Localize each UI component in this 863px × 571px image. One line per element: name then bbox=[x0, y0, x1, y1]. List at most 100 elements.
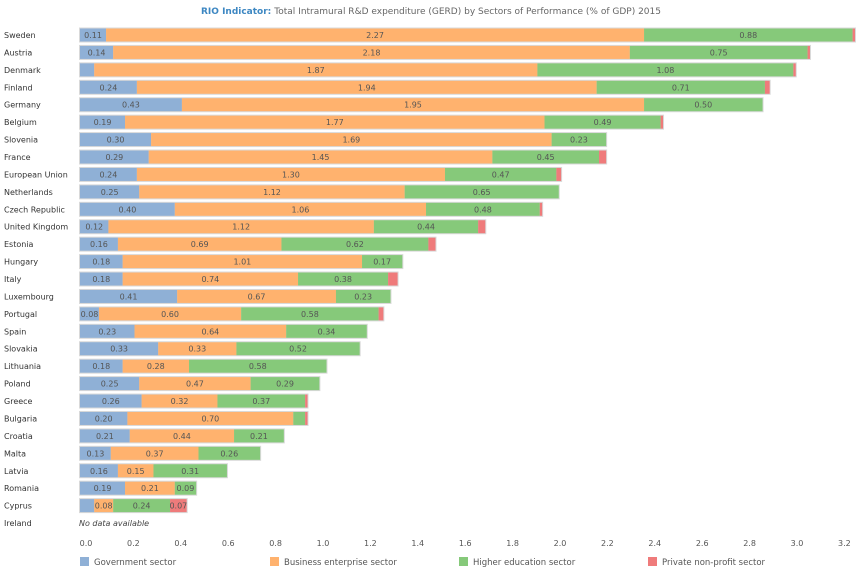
bar-segment[interactable] bbox=[80, 429, 130, 443]
bar-segment[interactable] bbox=[80, 28, 107, 42]
bar-segment[interactable] bbox=[373, 220, 479, 234]
bar-segment[interactable] bbox=[335, 289, 391, 303]
bar-segment[interactable] bbox=[158, 342, 237, 356]
bar-segment[interactable] bbox=[177, 289, 336, 303]
bar-segment[interactable] bbox=[108, 220, 374, 234]
bar-segment[interactable] bbox=[113, 45, 630, 59]
bar-segment[interactable] bbox=[122, 255, 363, 269]
bar-segment[interactable] bbox=[599, 150, 607, 164]
bar-segment[interactable] bbox=[94, 63, 538, 77]
bar-segment[interactable] bbox=[174, 481, 197, 495]
bar-segment[interactable] bbox=[80, 220, 109, 234]
bar-segment[interactable] bbox=[141, 394, 218, 408]
bar-segment[interactable] bbox=[106, 28, 645, 42]
bar-segment[interactable] bbox=[539, 202, 543, 216]
bar-segment[interactable] bbox=[122, 272, 299, 286]
bar-segment[interactable] bbox=[174, 202, 427, 216]
bar-segment[interactable] bbox=[198, 446, 261, 460]
bar-segment[interactable] bbox=[136, 80, 597, 94]
bar-segment[interactable] bbox=[125, 115, 545, 129]
bar-segment[interactable] bbox=[388, 272, 398, 286]
bar-segment[interactable] bbox=[117, 237, 282, 251]
bar-segment[interactable] bbox=[80, 411, 128, 425]
bar-segment[interactable] bbox=[305, 394, 308, 408]
bar-segment[interactable] bbox=[139, 185, 405, 199]
legend-item[interactable]: Government sector bbox=[80, 557, 177, 568]
bar-segment[interactable] bbox=[80, 342, 159, 356]
bar-segment[interactable] bbox=[134, 324, 287, 338]
bar-segment[interactable] bbox=[94, 499, 114, 513]
bar-segment[interactable] bbox=[153, 464, 227, 478]
bar-segment[interactable] bbox=[80, 185, 140, 199]
bar-segment[interactable] bbox=[378, 307, 384, 321]
bar-segment[interactable] bbox=[129, 429, 235, 443]
bar-segment[interactable] bbox=[80, 359, 123, 373]
legend-item[interactable]: Higher education sector bbox=[459, 557, 576, 568]
bar-segment[interactable] bbox=[113, 499, 171, 513]
bar-segment[interactable] bbox=[80, 394, 142, 408]
bar-segment[interactable] bbox=[286, 324, 367, 338]
bar-segment[interactable] bbox=[551, 133, 607, 147]
bar-segment[interactable] bbox=[80, 307, 99, 321]
bar-segment[interactable] bbox=[122, 359, 190, 373]
bar-segment[interactable] bbox=[241, 307, 379, 321]
bar-segment[interactable] bbox=[80, 255, 123, 269]
bar-segment[interactable] bbox=[80, 446, 111, 460]
bar-segment[interactable] bbox=[629, 45, 808, 59]
bar-segment[interactable] bbox=[170, 499, 187, 513]
bar-segment[interactable] bbox=[80, 150, 149, 164]
bar-segment[interactable] bbox=[125, 481, 175, 495]
bar-segment[interactable] bbox=[80, 237, 118, 251]
bar-segment[interactable] bbox=[80, 464, 118, 478]
bar-segment[interactable] bbox=[139, 377, 251, 391]
bar-segment[interactable] bbox=[181, 98, 645, 112]
bar-segment[interactable] bbox=[80, 80, 137, 94]
bar-segment[interactable] bbox=[80, 133, 152, 147]
bar-segment[interactable] bbox=[362, 255, 403, 269]
bar-segment[interactable] bbox=[80, 45, 114, 59]
bar-segment[interactable] bbox=[80, 289, 178, 303]
bar-segment[interactable] bbox=[80, 499, 95, 513]
bar-segment[interactable] bbox=[293, 411, 306, 425]
bar-segment[interactable] bbox=[80, 63, 95, 77]
bar-segment[interactable] bbox=[80, 272, 123, 286]
bar-segment[interactable] bbox=[404, 185, 559, 199]
bar-segment[interactable] bbox=[80, 115, 126, 129]
bar-segment[interactable] bbox=[250, 377, 320, 391]
bar-segment[interactable] bbox=[544, 115, 661, 129]
bar-segment[interactable] bbox=[644, 98, 763, 112]
bar-segment[interactable] bbox=[80, 324, 135, 338]
bar-segment[interactable] bbox=[644, 28, 853, 42]
bar-segment[interactable] bbox=[492, 150, 600, 164]
legend-item[interactable]: Business enterprise sector bbox=[270, 557, 397, 568]
bar-segment[interactable] bbox=[478, 220, 486, 234]
bar-segment[interactable] bbox=[80, 167, 137, 181]
bar-segment[interactable] bbox=[98, 307, 242, 321]
bar-segment[interactable] bbox=[80, 202, 175, 216]
bar-segment[interactable] bbox=[80, 377, 140, 391]
bar-segment[interactable] bbox=[127, 411, 294, 425]
bar-segment[interactable] bbox=[189, 359, 327, 373]
legend-item[interactable]: Private non-profit sector bbox=[648, 557, 766, 568]
bar-segment[interactable] bbox=[537, 63, 794, 77]
bar-segment[interactable] bbox=[426, 202, 540, 216]
bar-segment[interactable] bbox=[556, 167, 562, 181]
bar-segment[interactable] bbox=[428, 237, 436, 251]
bar-segment[interactable] bbox=[281, 237, 429, 251]
bar-segment[interactable] bbox=[764, 80, 770, 94]
bar-segment[interactable] bbox=[852, 28, 855, 42]
bar-segment[interactable] bbox=[444, 167, 557, 181]
bar-segment[interactable] bbox=[217, 394, 306, 408]
bar-segment[interactable] bbox=[236, 342, 360, 356]
bar-segment[interactable] bbox=[298, 272, 389, 286]
bar-segment[interactable] bbox=[305, 411, 308, 425]
bar-segment[interactable] bbox=[80, 481, 126, 495]
bar-segment[interactable] bbox=[110, 446, 199, 460]
bar-segment[interactable] bbox=[660, 115, 664, 129]
bar-segment[interactable] bbox=[148, 150, 493, 164]
bar-segment[interactable] bbox=[117, 464, 154, 478]
bar-segment[interactable] bbox=[596, 80, 765, 94]
bar-segment[interactable] bbox=[80, 98, 182, 112]
bar-segment[interactable] bbox=[151, 133, 552, 147]
bar-segment[interactable] bbox=[136, 167, 445, 181]
